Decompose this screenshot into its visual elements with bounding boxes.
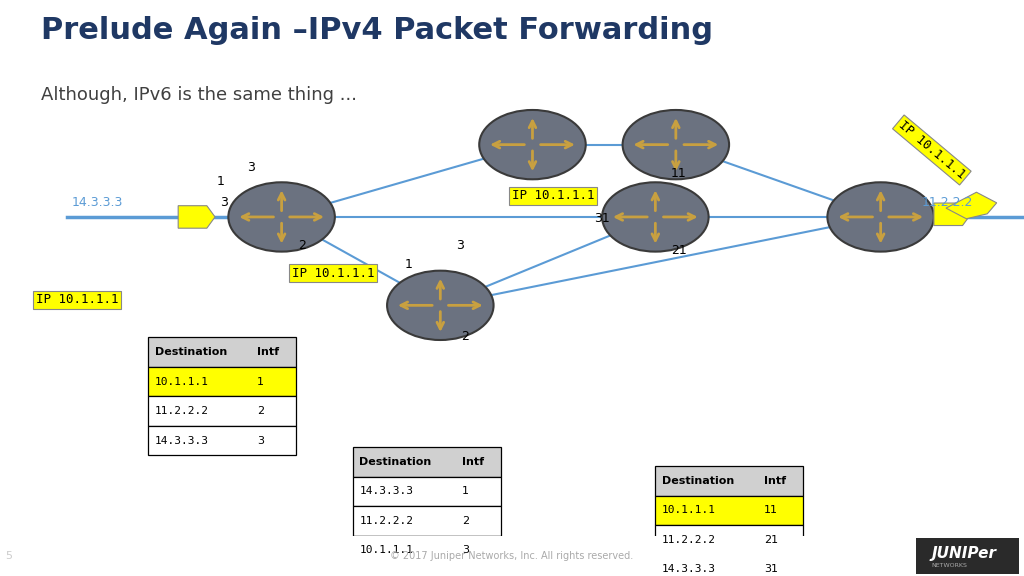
Text: 1: 1 xyxy=(257,377,264,386)
Ellipse shape xyxy=(387,271,494,340)
Text: © 2017 Juniper Networks, Inc. All rights reserved.: © 2017 Juniper Networks, Inc. All rights… xyxy=(390,551,634,561)
Text: 10.1.1.1: 10.1.1.1 xyxy=(155,377,209,386)
Text: Intf: Intf xyxy=(257,347,280,357)
Text: 21: 21 xyxy=(671,244,686,257)
FancyBboxPatch shape xyxy=(655,495,803,525)
Text: NETWORKS: NETWORKS xyxy=(932,563,968,569)
Text: 14.3.3.3: 14.3.3.3 xyxy=(72,196,123,209)
Text: IP 10.1.1.1: IP 10.1.1.1 xyxy=(292,267,374,280)
Text: Intf: Intf xyxy=(462,457,484,467)
Text: 1: 1 xyxy=(462,487,469,497)
Text: 14.3.3.3: 14.3.3.3 xyxy=(662,564,716,574)
Text: 10.1.1.1: 10.1.1.1 xyxy=(662,505,716,516)
Text: 11: 11 xyxy=(764,505,778,516)
Text: 21: 21 xyxy=(764,535,778,545)
Ellipse shape xyxy=(479,110,586,179)
Text: 14.3.3.3: 14.3.3.3 xyxy=(155,435,209,446)
Text: IP 10.1.1.1: IP 10.1.1.1 xyxy=(896,119,968,181)
Text: Although, IPv6 is the same thing ...: Although, IPv6 is the same thing ... xyxy=(41,86,357,104)
Text: 31: 31 xyxy=(764,564,778,574)
Text: 11.2.2.2: 11.2.2.2 xyxy=(662,535,716,545)
Ellipse shape xyxy=(623,110,729,179)
Text: 2: 2 xyxy=(257,406,264,416)
FancyBboxPatch shape xyxy=(353,536,501,565)
Text: Destination: Destination xyxy=(155,347,227,357)
Text: 2: 2 xyxy=(298,239,306,252)
Text: 31: 31 xyxy=(594,213,609,225)
Text: 11: 11 xyxy=(671,167,686,180)
FancyBboxPatch shape xyxy=(655,466,803,495)
FancyBboxPatch shape xyxy=(148,367,296,396)
FancyBboxPatch shape xyxy=(148,338,296,367)
Text: 2: 2 xyxy=(461,330,469,343)
Ellipse shape xyxy=(228,182,335,252)
Text: Destination: Destination xyxy=(359,457,432,467)
Text: IP 10.1.1.1: IP 10.1.1.1 xyxy=(36,294,118,306)
Ellipse shape xyxy=(602,182,709,252)
Text: 3: 3 xyxy=(456,239,464,252)
Text: 5: 5 xyxy=(5,551,12,561)
FancyBboxPatch shape xyxy=(148,396,296,426)
Polygon shape xyxy=(946,192,996,219)
Text: 3: 3 xyxy=(462,545,469,555)
Text: JUNIPer: JUNIPer xyxy=(932,546,996,562)
Text: 1: 1 xyxy=(216,175,224,188)
Polygon shape xyxy=(934,203,971,226)
FancyBboxPatch shape xyxy=(655,525,803,555)
Text: 14.3.3.3: 14.3.3.3 xyxy=(359,487,414,497)
FancyBboxPatch shape xyxy=(353,448,501,477)
Ellipse shape xyxy=(827,182,934,252)
Text: Destination: Destination xyxy=(662,476,734,486)
Text: Intf: Intf xyxy=(764,476,786,486)
FancyBboxPatch shape xyxy=(916,538,1019,574)
Text: 11.2.2.2: 11.2.2.2 xyxy=(359,516,414,526)
FancyBboxPatch shape xyxy=(353,477,501,506)
Text: 11.2.2.2: 11.2.2.2 xyxy=(155,406,209,416)
Text: 10.1.1.1: 10.1.1.1 xyxy=(359,545,414,555)
Text: Prelude Again –IPv4 Packet Forwarding: Prelude Again –IPv4 Packet Forwarding xyxy=(41,16,713,45)
Polygon shape xyxy=(178,206,215,228)
FancyBboxPatch shape xyxy=(353,506,501,536)
Text: IP 10.1.1.1: IP 10.1.1.1 xyxy=(512,189,594,202)
Text: 3: 3 xyxy=(220,196,228,209)
Text: 11.2.2.2: 11.2.2.2 xyxy=(922,196,973,209)
Text: 3: 3 xyxy=(257,435,264,446)
Text: 3: 3 xyxy=(247,161,255,175)
Text: 1: 1 xyxy=(404,258,413,271)
Text: 2: 2 xyxy=(462,516,469,526)
FancyBboxPatch shape xyxy=(148,426,296,455)
FancyBboxPatch shape xyxy=(655,555,803,576)
